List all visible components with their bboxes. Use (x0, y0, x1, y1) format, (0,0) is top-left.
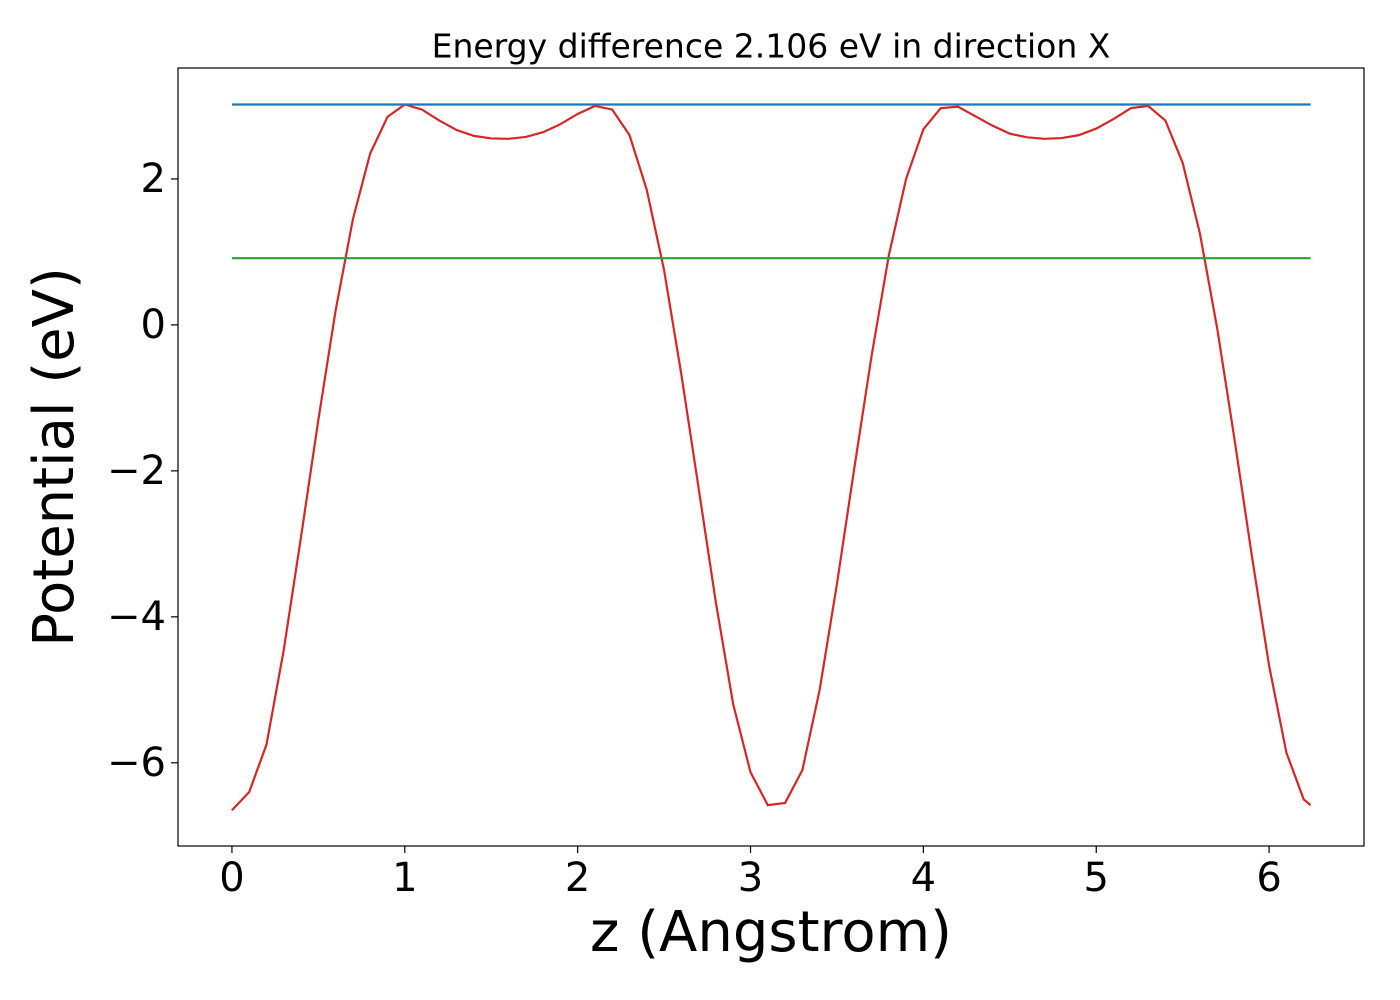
y-tick-label: −4 (107, 594, 166, 640)
y-tick-label: −6 (107, 740, 166, 786)
x-tick-label: 2 (565, 855, 590, 901)
x-tick-label: 3 (738, 855, 763, 901)
x-axis-label: z (Angstrom) (590, 900, 952, 965)
plot-frame (177, 67, 1365, 847)
y-tick-label: 0 (141, 302, 166, 348)
y-axis-label: Potential (eV) (22, 267, 87, 647)
x-tick-label: 5 (1084, 855, 1109, 901)
x-tick-label: 1 (392, 855, 417, 901)
x-tick-label: 6 (1256, 855, 1281, 901)
chart-title: Energy difference 2.106 eV in direction … (432, 27, 1111, 66)
x-tick-label: 4 (911, 855, 936, 901)
y-tick-label: −2 (107, 448, 166, 494)
line-series (231, 103, 1312, 811)
y-tick-label: 2 (141, 156, 166, 202)
x-tick-label: 0 (219, 855, 244, 901)
